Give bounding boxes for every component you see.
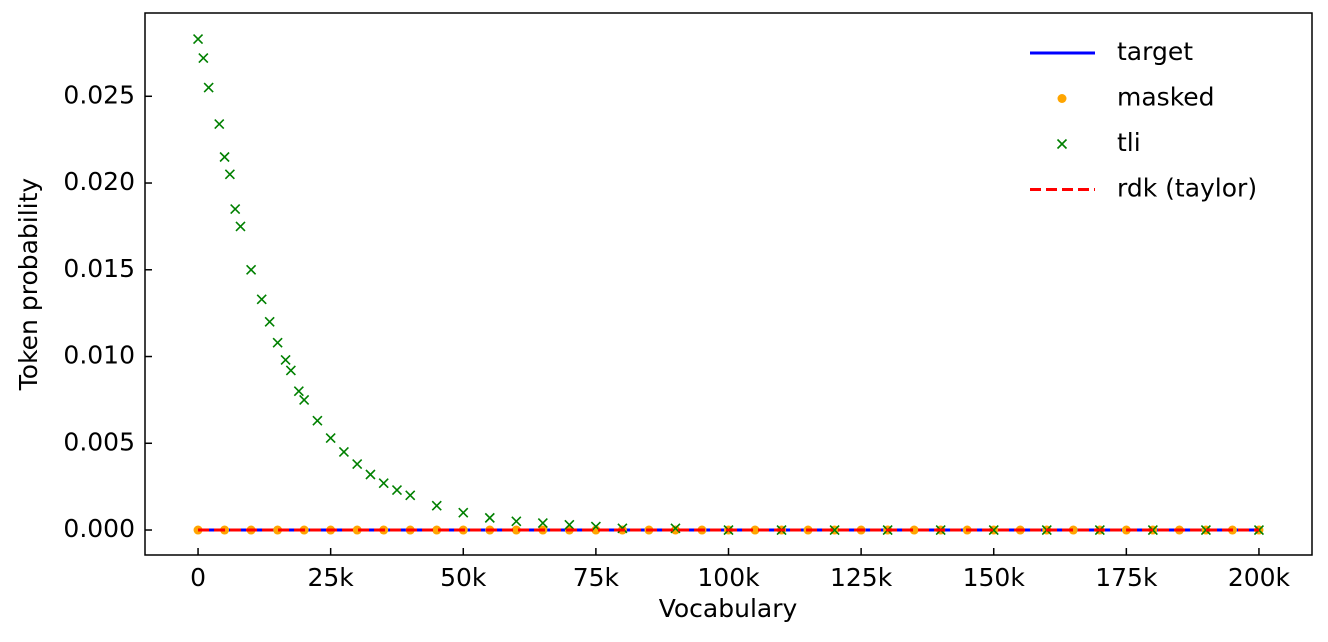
x-marker: [246, 264, 257, 275]
dot-marker: [432, 525, 442, 535]
y-tick-label: 0.025: [63, 80, 135, 109]
x-marker: [256, 294, 267, 305]
legend: target masked tli rdk (taylor): [1030, 37, 1257, 203]
x-marker: [235, 221, 246, 232]
x-tick-label: 200k: [1228, 563, 1291, 592]
x-marker: [293, 386, 304, 397]
x-marker: [391, 485, 403, 496]
x-tick-label: 175k: [1095, 563, 1158, 592]
legend-label: target: [1117, 37, 1193, 66]
plot-area: [192, 33, 1265, 536]
dot-marker: [670, 525, 680, 535]
x-marker: [203, 82, 214, 93]
legend-label: rdk (taylor): [1117, 174, 1257, 203]
x-marker: [352, 459, 363, 470]
dot-marker: [352, 525, 362, 535]
y-tick-label: 0.000: [63, 514, 135, 543]
x-marker: [1200, 524, 1211, 536]
x-marker: [988, 524, 999, 536]
x-tick-label: 75k: [573, 563, 620, 592]
x-marker: [299, 394, 310, 405]
x-marker: [192, 33, 204, 45]
x-tick-label: 50k: [440, 563, 487, 592]
legend-label: tli: [1117, 128, 1141, 157]
dot-marker: [273, 525, 283, 535]
dot-marker: [1068, 525, 1078, 535]
x-tick-label: 125k: [830, 563, 893, 592]
x-marker: [198, 53, 209, 64]
y-tick-label: 0.015: [63, 254, 135, 283]
x-axis-label: Vocabulary: [659, 594, 798, 623]
y-tick-label: 0.005: [63, 427, 135, 456]
x-tick-label: 100k: [697, 563, 760, 592]
x-tick-label: 150k: [963, 563, 1026, 592]
x-marker: [338, 446, 349, 458]
y-tick-label: 0.010: [63, 341, 135, 370]
x-marker: [365, 469, 376, 480]
dot-marker: [750, 525, 760, 535]
x-marker: [1056, 138, 1068, 150]
x-marker: [312, 415, 323, 426]
x-tick-label: 25k: [308, 563, 355, 592]
x-marker: [230, 203, 241, 215]
x-marker: [219, 151, 230, 163]
y-tick-label: 0.020: [63, 167, 135, 196]
x-tick-label: 0: [190, 563, 206, 592]
plot-frame: [144, 12, 1313, 556]
x-marker: [537, 518, 548, 529]
x-marker: [272, 337, 283, 348]
x-marker: [325, 432, 336, 444]
y-axis-label: Token probability: [14, 178, 43, 392]
x-marker: [564, 519, 575, 530]
x-marker: [484, 512, 495, 523]
x-marker: [458, 507, 469, 518]
x-marker: [405, 490, 416, 501]
legend-label: masked: [1117, 83, 1215, 112]
x-marker: [264, 316, 275, 327]
dot-marker: [511, 525, 521, 535]
x-marker: [511, 516, 522, 527]
x-marker: [285, 365, 296, 376]
x-marker: [224, 169, 235, 180]
x-marker: [431, 500, 442, 511]
x-marker: [378, 478, 389, 489]
dot-marker: [1057, 94, 1067, 103]
x-marker: [214, 118, 225, 130]
dot-marker: [909, 525, 919, 535]
x-marker: [280, 354, 291, 366]
x-marker: [829, 524, 840, 536]
